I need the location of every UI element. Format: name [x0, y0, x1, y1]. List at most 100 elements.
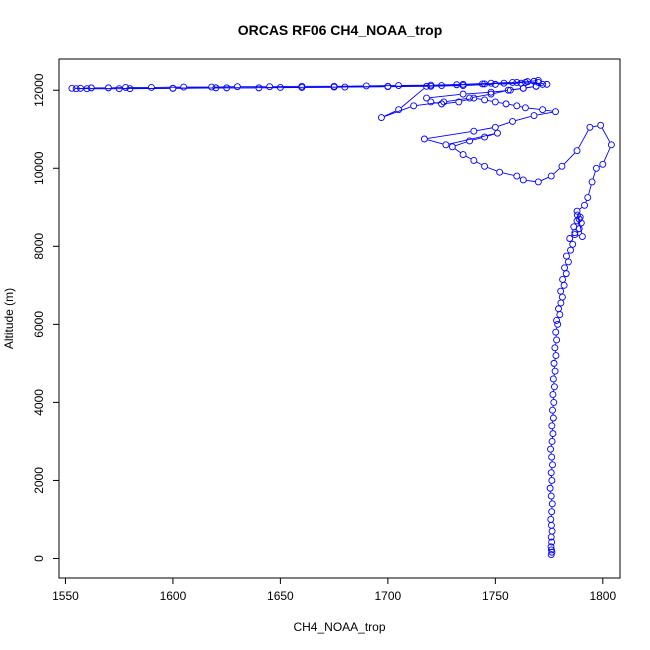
x-axis: 1550 1600 1650 1700 1750 1800 — [52, 578, 616, 603]
line-segment — [526, 86, 533, 89]
data-point — [558, 293, 566, 301]
y-tick-label: 12000 — [32, 73, 46, 107]
data-point — [573, 147, 581, 155]
data-point — [592, 164, 600, 172]
line-segment — [465, 155, 472, 160]
data-point — [584, 194, 592, 201]
data-point — [517, 79, 525, 87]
data-point — [126, 85, 134, 93]
data-point — [547, 172, 555, 180]
data-point — [459, 90, 467, 98]
line-segment — [563, 152, 576, 165]
data-point — [491, 98, 499, 106]
y-tick-label: 4000 — [32, 389, 46, 416]
line-segment — [477, 127, 493, 132]
data-point — [470, 157, 478, 164]
data-point — [496, 168, 504, 176]
line-segment — [455, 141, 467, 147]
data-point — [513, 172, 521, 180]
line-segment — [520, 81, 531, 83]
data-point — [548, 453, 556, 461]
data-point — [539, 80, 547, 88]
data-point — [524, 78, 532, 86]
plot-frame — [58, 58, 621, 579]
data-point — [549, 461, 556, 469]
data-point — [459, 80, 467, 88]
data-point — [549, 406, 556, 414]
data-point — [557, 299, 565, 307]
line-segment — [487, 100, 493, 102]
data-point — [549, 414, 557, 422]
data-point — [550, 383, 558, 391]
data-point — [599, 160, 607, 168]
data-point — [423, 94, 431, 102]
line-segment — [593, 125, 598, 128]
data-point — [546, 484, 554, 492]
data-point — [548, 476, 556, 484]
line-segment — [515, 116, 531, 122]
data-point — [550, 398, 558, 406]
data-point — [552, 108, 559, 116]
data-point — [549, 375, 557, 383]
x-tick-label: 1600 — [160, 589, 187, 603]
data-point — [534, 178, 542, 186]
data-point — [548, 422, 556, 430]
data-point — [442, 141, 450, 149]
data-point — [115, 85, 123, 93]
data-point — [530, 77, 538, 85]
data-point — [481, 96, 489, 104]
line-segment — [603, 147, 611, 162]
data-point — [487, 88, 495, 96]
data-point — [521, 104, 529, 112]
data-point — [513, 102, 521, 110]
data-point — [298, 82, 306, 90]
data-point — [547, 543, 555, 551]
x-tick-label: 1750 — [482, 589, 509, 603]
data-point — [395, 106, 403, 114]
line-segment — [498, 122, 510, 127]
x-axis-label: CH4_NOAA_trop — [293, 620, 385, 634]
data-point — [341, 83, 349, 91]
data-point — [509, 78, 516, 86]
line-segment — [528, 107, 540, 110]
data-point — [597, 121, 605, 129]
data-point — [83, 85, 91, 93]
data-point — [553, 317, 561, 324]
data-point — [552, 352, 560, 360]
line-segment — [472, 94, 488, 98]
line-segment — [585, 200, 587, 203]
data-point — [547, 516, 555, 523]
data-point — [534, 77, 542, 84]
line-segment — [502, 172, 514, 176]
data-point — [552, 328, 560, 336]
y-axis: 0 2000 4000 6000 8000 10000 12000 — [32, 73, 59, 562]
line-segment — [337, 85, 385, 88]
data-point — [459, 151, 467, 159]
data-series — [68, 77, 615, 559]
data-point — [208, 83, 216, 91]
data-point — [180, 83, 188, 91]
line-segment — [391, 85, 439, 87]
data-point — [575, 225, 583, 233]
data-point — [466, 137, 473, 145]
data-point — [147, 84, 155, 91]
data-point — [466, 94, 473, 102]
data-point — [276, 84, 284, 91]
line-segment — [498, 82, 518, 85]
data-point — [547, 445, 555, 453]
data-point — [122, 84, 130, 91]
series-points — [68, 77, 615, 559]
line-segment — [400, 88, 425, 108]
line-segment — [553, 168, 560, 175]
data-point — [551, 367, 559, 375]
line-segment — [466, 91, 488, 95]
data-point — [223, 84, 231, 92]
line-segment — [545, 109, 553, 112]
line-segment — [494, 90, 506, 94]
data-point — [561, 264, 568, 272]
data-point — [377, 114, 385, 121]
data-point — [504, 86, 512, 94]
data-point — [562, 270, 570, 278]
data-point — [539, 106, 547, 114]
data-point — [581, 201, 588, 209]
